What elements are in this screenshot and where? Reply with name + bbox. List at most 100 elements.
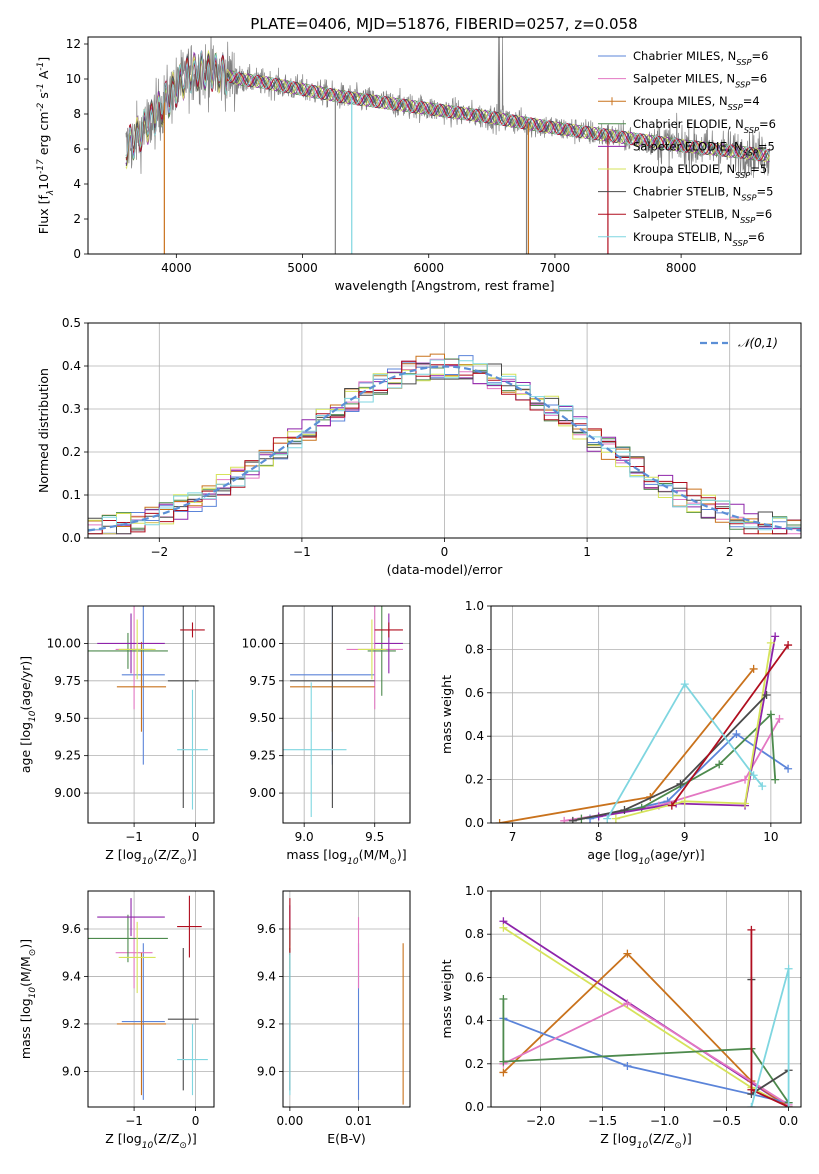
- weight-marker-kroupa_stelib: [758, 782, 767, 791]
- weight-marker-kroupa_stelib: [749, 771, 758, 780]
- weight-marker-salpeter_elodie: [771, 632, 780, 641]
- residuals-xtick-label: −2: [150, 545, 168, 559]
- weight-marker-chabrier_elodie: [637, 803, 646, 812]
- weight-marker-salpeter_miles: [775, 714, 784, 723]
- weight-marker-chabrier_elodie: [771, 775, 780, 784]
- weight-marker-kroupa_stelib: [603, 814, 612, 823]
- weight_vs_Z-plot-area: [499, 917, 793, 1107]
- weight_vs_age-ytick-label: 1.0: [465, 599, 484, 613]
- weight-marker-salpeter_stelib: [747, 925, 756, 934]
- age_vs_Z-xlabel: Z [log10(Z/Z⊙)]: [105, 847, 196, 867]
- spectrum-ytick-label: 10: [66, 72, 81, 86]
- mass_vs_ebv-xtick-label: 0.01: [345, 1114, 372, 1128]
- mass_vs_Z-ytick-label: 9.6: [62, 922, 81, 936]
- weight_vs_age-xlabel: age [log10(age/yr)]: [587, 847, 704, 867]
- mass_vs_Z-xtick-label: 0: [192, 1114, 200, 1128]
- age_vs_Z-ytick-label: 10.00: [47, 636, 81, 650]
- residuals-ytick-label: 0.2: [62, 445, 81, 459]
- weight-marker-kroupa_miles: [495, 819, 504, 823]
- weight_vs_Z-ytick-label: 0.4: [465, 1014, 484, 1028]
- age_vs_mass-ytick-label: 9.75: [249, 674, 276, 688]
- hist-step-kroupa_stelib: [88, 359, 801, 531]
- weight_vs_age-xtick-label: 8: [595, 830, 603, 844]
- residuals-ytick-label: 0.5: [62, 316, 81, 330]
- weight_vs_age-plot-area: [495, 632, 793, 823]
- mass_vs_Z-ytick-label: 9.4: [62, 969, 81, 983]
- age_vs_Z-axes: −1 0 9.00 9.25 9.50 9.75 10.00 Z [log10(Z/Z⊙)] a…: [18, 606, 214, 867]
- mass_vs_Z-xtick-label: −1: [125, 1114, 143, 1128]
- age_vs_mass-ytick-label: 9.00: [249, 786, 276, 800]
- weight_vs_age-xtick-label: 9: [681, 830, 689, 844]
- weight-marker-kroupa_elodie: [741, 799, 750, 808]
- weight_vs_Z-ytick-label: 0.2: [465, 1057, 484, 1071]
- weight-marker-chabrier_elodie: [499, 995, 508, 1003]
- legend-label-salpeter_stelib: Salpeter STELIB, NSSP=6: [633, 207, 772, 225]
- model-line-kroupa_stelib: [125, 49, 770, 161]
- weight-marker-chabrier_stelib: [762, 690, 771, 699]
- weight-marker-kroupa_elodie: [499, 923, 508, 932]
- residuals-ytick-label: 0.1: [62, 488, 81, 502]
- residuals-ylabel: Normed distribution: [36, 368, 51, 493]
- weight_vs_age-ytick-label: 0.4: [465, 729, 484, 743]
- weight-marker-kroupa_stelib: [680, 680, 689, 689]
- legend-label-chabrier_miles: Chabrier MILES, NSSP=6: [633, 49, 768, 67]
- age_vs_mass-xlabel: mass [log10(M/M⊙)]: [286, 847, 406, 867]
- weight_vs_Z-xtick-label: −1.5: [588, 1114, 617, 1128]
- legend-label-kroupa_stelib: Kroupa STELIB, NSSP=6: [633, 230, 765, 248]
- weight_vs_age-ytick-label: 0.6: [465, 686, 484, 700]
- age_vs_mass-xtick-label: 9.0: [295, 830, 314, 844]
- spectrum-ytick-label: 2: [73, 212, 81, 226]
- mass_vs_ebv-ytick-label: 9.2: [257, 1017, 276, 1031]
- weight-line-kroupa_elodie: [615, 642, 772, 820]
- mass_vs_Z-frame: [87, 890, 215, 1108]
- weight-line-chabrier_elodie: [502, 999, 790, 1104]
- residuals-plot-area: [88, 353, 801, 535]
- weight_vs_Z-xtick-label: −2.0: [526, 1114, 555, 1128]
- weight_vs_age-ytick-label: 0.0: [465, 816, 484, 830]
- spectrum-plot-area: [125, 37, 770, 254]
- mass_vs_ebv-plot-area: [289, 898, 404, 1105]
- weight-marker-chabrier_miles: [784, 764, 793, 773]
- weight_vs_age-ytick-label: 0.8: [465, 642, 484, 656]
- weight_vs_Z-ylabel: mass weight: [439, 959, 454, 1038]
- weight-marker-chabrier_miles: [732, 730, 741, 739]
- mass_vs_Z-axes: −1 0 9.0 9.2 9.4 9.6 Z [log10(Z/Z⊙)] mass [log1…: [18, 891, 214, 1151]
- age_vs_Z-ytick-label: 9.25: [54, 749, 81, 763]
- weight-marker-kroupa_elodie: [611, 814, 620, 823]
- age_vs_Z-xtick-label: 0: [192, 830, 200, 844]
- plots-layer: 4000 5000 6000 7000 8000024681012wavelength …: [18, 36, 802, 1151]
- weight_vs_Z-xlabel: Z [log10(Z/Z⊙)]: [600, 1131, 691, 1151]
- mass_vs_ebv-ytick-label: 9.4: [257, 969, 276, 983]
- weight_vs_age-xtick-label: 10: [763, 830, 778, 844]
- model-line-salpeter_miles: [125, 50, 770, 161]
- weight-line-kroupa_stelib: [750, 968, 790, 1107]
- weight-line-salpeter_stelib: [671, 644, 789, 807]
- age_vs_Z-ytick-label: 9.50: [54, 711, 81, 725]
- spectrum-ytick-label: 6: [73, 142, 81, 156]
- age_vs_mass-frame: [282, 605, 411, 824]
- weight-marker-chabrier_stelib: [676, 779, 685, 788]
- residuals-ytick-label: 0.4: [62, 359, 81, 373]
- mass_vs_Z-xlabel: Z [log10(Z/Z⊙)]: [105, 1131, 196, 1151]
- weight-marker-salpeter_miles: [623, 999, 632, 1008]
- weight-marker-chabrier_stelib: [620, 805, 629, 814]
- age_vs_Z-xtick-label: −1: [125, 830, 143, 844]
- weight-marker-kroupa_stelib: [784, 964, 793, 973]
- mass_vs_Z-ylabel: mass [log10(M/M⊙)]: [18, 939, 38, 1059]
- weight-marker-chabrier_miles: [623, 1061, 632, 1070]
- weight_vs_Z-xtick-label: −1.0: [650, 1114, 679, 1128]
- weight_vs_Z-ytick-label: 0.6: [465, 970, 484, 984]
- weight-marker-salpeter_stelib: [784, 641, 793, 650]
- weight-marker-chabrier_elodie: [766, 710, 775, 719]
- weight_vs_age-ytick-label: 0.2: [465, 773, 484, 787]
- mass_vs_ebv-ytick-label: 9.0: [257, 1064, 276, 1078]
- weight-marker-kroupa_miles: [499, 1068, 508, 1077]
- spectrum-xtick-label: 6000: [413, 261, 444, 275]
- mass_vs_ebv-frame: [282, 890, 411, 1108]
- spectrum-xtick-label: 5000: [287, 261, 318, 275]
- weight-marker-kroupa_elodie: [680, 797, 689, 806]
- weight-line-chabrier_miles: [589, 732, 789, 820]
- weight_vs_age-frame: [490, 605, 802, 824]
- weight-marker-chabrier_elodie: [499, 1057, 508, 1066]
